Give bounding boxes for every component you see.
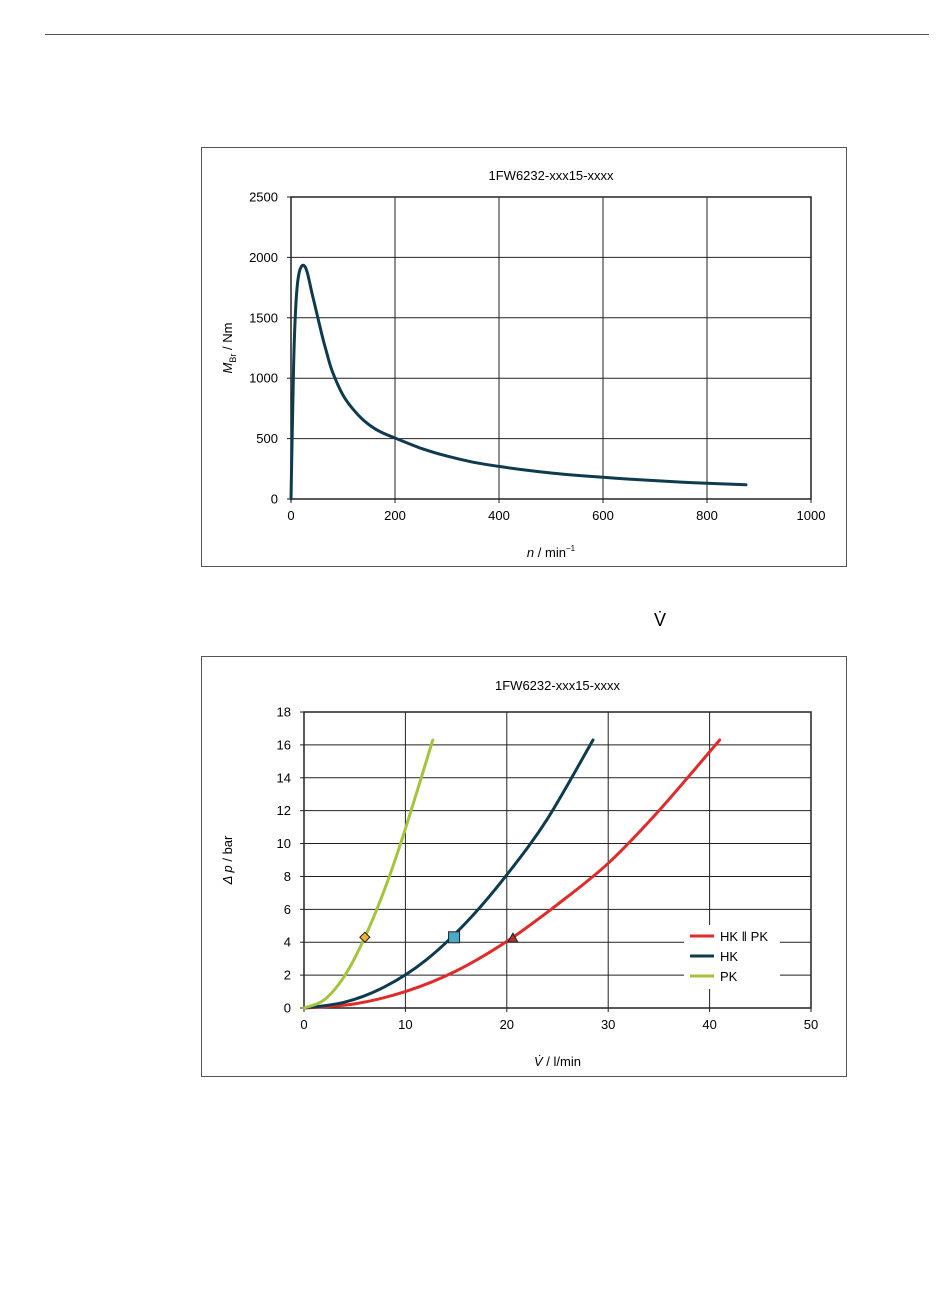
pressure-xtick-label: 10 xyxy=(398,1017,412,1032)
torque-ytick-label: 2000 xyxy=(249,250,278,265)
torque-xlabel-unit: / min xyxy=(534,545,566,560)
pressure-series-line-0 xyxy=(302,738,722,1010)
torque-series-line-0 xyxy=(289,263,748,501)
pressure-xlabel: V̇ / l/min xyxy=(534,1054,581,1069)
pressure-xtick-label: 50 xyxy=(804,1017,818,1032)
torque-xtick-label: 200 xyxy=(384,508,406,523)
torque-ytick-label: 500 xyxy=(256,431,278,446)
torque-xlabel-symbol: n xyxy=(527,545,534,560)
torque-ytick-label: 0 xyxy=(271,492,278,507)
torque-xtick-label: 1000 xyxy=(797,508,826,523)
pressure-ylabel-unit: / bar xyxy=(220,835,235,865)
torque-xlabel: n / min−1 xyxy=(527,544,576,560)
pressure-ytick-label: 4 xyxy=(284,935,291,950)
torque-ylabel-symbol: M xyxy=(220,362,235,373)
torque-xtick-label: 400 xyxy=(488,508,510,523)
torque-ytick-label: 1500 xyxy=(249,310,278,325)
torque-ylabel-unit: / Nm xyxy=(220,323,235,354)
torque-ylabel: MBr / Nm xyxy=(220,323,238,374)
top-rule xyxy=(45,34,929,35)
pressure-ytick-label: 8 xyxy=(284,869,291,884)
pressure-xlabel-symbol: V̇ xyxy=(534,1054,544,1069)
pressure-legend-label: HK xyxy=(720,949,738,964)
pressure-ytick-label: 12 xyxy=(277,803,291,818)
pressure-drop-chart-frame: 1FW6232-xxx15-xxxx 0 10 20 30 40 50 0 2 4 6 8 10 12 14… xyxy=(201,656,847,1077)
flow-rate-symbol: V̇ xyxy=(654,610,667,630)
pressure-ytick-label: 14 xyxy=(277,770,291,785)
pressure-ylabel-symbol: Δ p xyxy=(220,865,235,885)
pressure-xtick-label: 20 xyxy=(500,1017,514,1032)
pressure-series-line-1 xyxy=(302,738,595,1010)
torque-plot-area xyxy=(290,196,812,500)
pressure-xtick-label: 30 xyxy=(601,1017,615,1032)
torque-xtick-label: 600 xyxy=(592,508,614,523)
pressure-title: 1FW6232-xxx15-xxxx xyxy=(495,678,620,693)
pressure-ytick-label: 16 xyxy=(277,737,291,752)
pressure-ytick-label: 10 xyxy=(277,836,291,851)
torque-title: 1FW6232-xxx15-xxxx xyxy=(489,168,614,183)
pressure-marker-triangle xyxy=(507,932,519,943)
pressure-ytick-label: 0 xyxy=(284,1001,291,1016)
pressure-legend-label: HK ‖ PK xyxy=(720,929,768,944)
pressure-ytick-label: 6 xyxy=(284,902,291,917)
pressure-ytick-label: 18 xyxy=(277,705,291,720)
pressure-xtick-label: 0 xyxy=(300,1017,307,1032)
torque-ylabel-subscript: Br xyxy=(228,354,238,363)
torque-xlabel-exponent: −1 xyxy=(566,544,576,553)
pressure-legend-label: PK xyxy=(720,969,738,984)
torque-ytick-label: 1000 xyxy=(249,371,278,386)
pressure-marker-diamond xyxy=(359,931,371,943)
pressure-marker-square xyxy=(448,931,461,944)
pressure-xtick-label: 40 xyxy=(702,1017,716,1032)
pressure-ytick-label: 2 xyxy=(284,968,291,983)
pressure-drop-chart: 1FW6232-xxx15-xxxx 0 10 20 30 40 50 0 2 4 6 8 10 12 14… xyxy=(220,678,818,1069)
torque-chart: 1FW6232-xxx15-xxxx 0 200 400 600 800 1000 0 500 1… xyxy=(220,168,826,560)
pressure-ylabel: Δ p / bar xyxy=(220,835,235,885)
pressure-xlabel-unit: / l/min xyxy=(543,1054,581,1069)
pressure-plot-area xyxy=(303,711,812,1009)
torque-ytick-label: 2500 xyxy=(249,190,278,205)
torque-xtick-label: 0 xyxy=(287,508,294,523)
torque-chart-frame: 1FW6232-xxx15-xxxx 0 200 400 600 800 1000 0 500 1… xyxy=(201,147,847,567)
torque-xtick-label: 800 xyxy=(696,508,718,523)
